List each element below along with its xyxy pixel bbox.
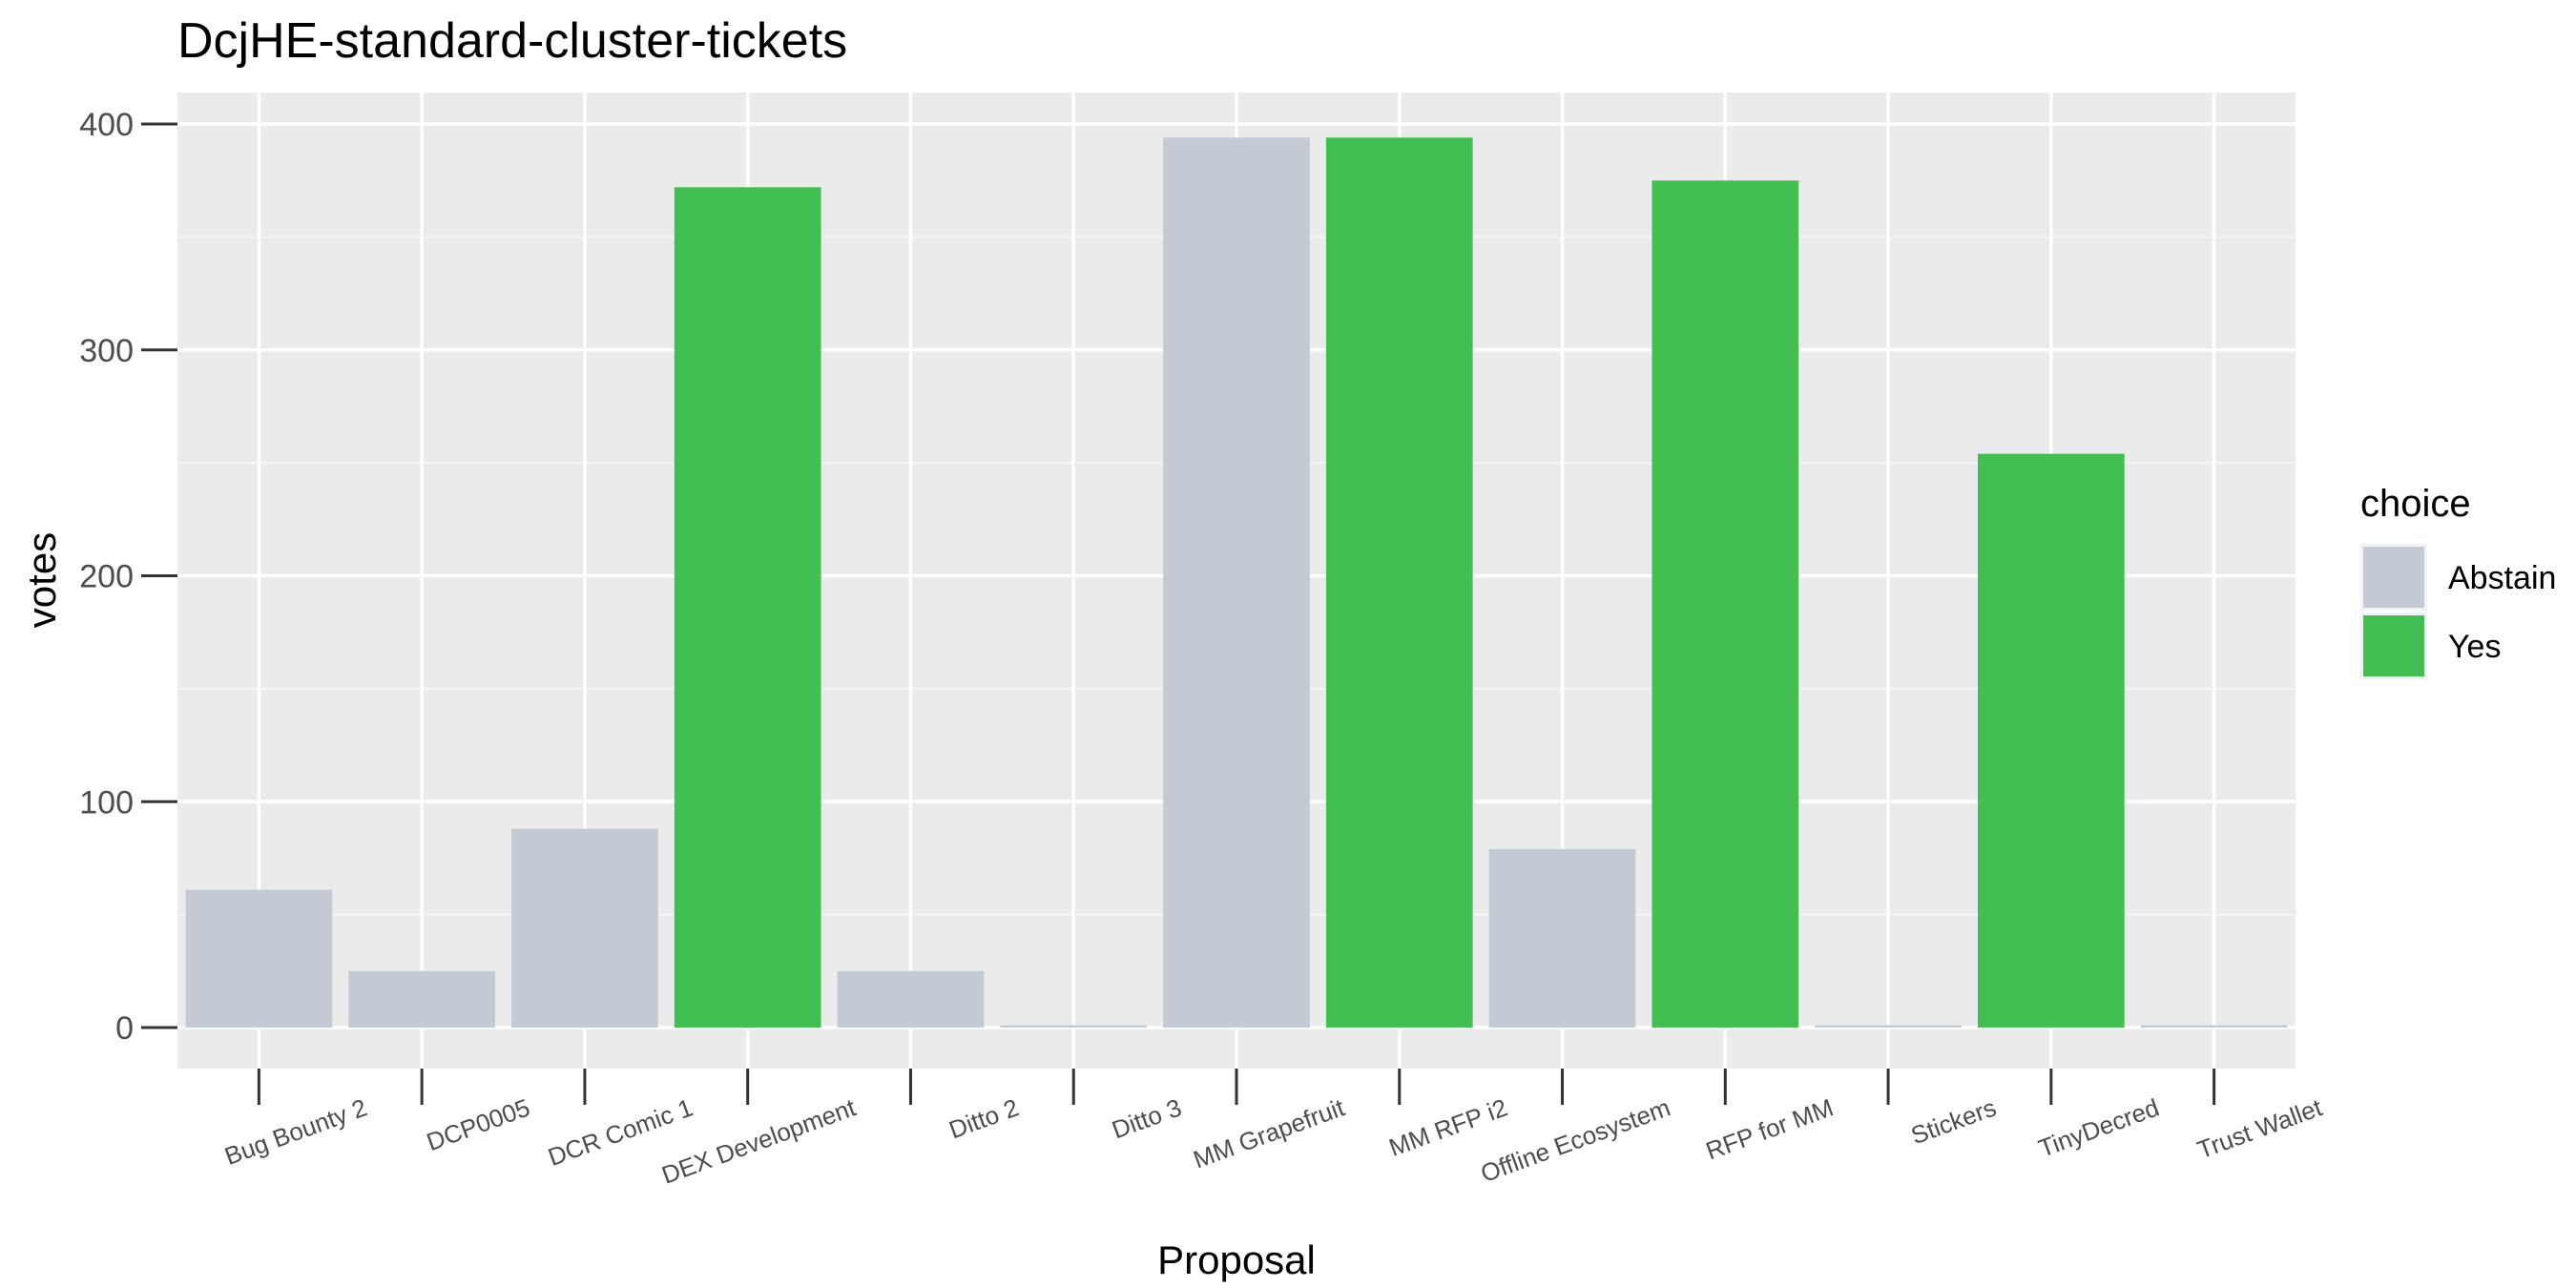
x-tick-label: Ditto 2: [945, 1092, 1023, 1144]
x-tick-label: MM RFP i2: [1385, 1092, 1511, 1161]
bar-dex-development: [674, 187, 821, 1028]
bar-ditto-2: [837, 970, 985, 1028]
x-tick-label: TinyDecred: [2035, 1092, 2163, 1162]
legend-swatch-yes: [2363, 615, 2424, 676]
x-tick-label: Ditto 3: [1108, 1092, 1185, 1144]
bar-mm-grapefruit: [1163, 137, 1310, 1028]
y-tick-label: 400: [79, 107, 134, 143]
y-axis-title: votes: [19, 532, 64, 628]
x-tick-label: Stickers: [1907, 1092, 2000, 1150]
legend: choice Abstain Yes: [2360, 483, 2556, 679]
legend-label-yes: Yes: [2448, 629, 2501, 665]
chart-title: DcjHE-standard-cluster-tickets: [177, 13, 847, 69]
legend-swatch-abstain: [2363, 547, 2424, 608]
bars-group: [185, 137, 2288, 1028]
y-tick-label: 100: [79, 784, 134, 821]
x-tick-label: RFP for MM: [1702, 1092, 1837, 1165]
bar-trust-wallet: [2140, 1025, 2288, 1028]
bar-rfp-for-mm: [1652, 180, 1799, 1028]
bar-offline-ecosystem: [1488, 848, 1636, 1028]
bar-bug-bounty-2: [185, 889, 333, 1028]
legend-title: choice: [2360, 483, 2471, 525]
y-axis: 0 100 200 300 400: [79, 107, 177, 1047]
x-axis-title: Proposal: [1157, 1237, 1316, 1282]
bar-dcp0005: [348, 970, 495, 1028]
x-tick-label: DCP0005: [423, 1092, 533, 1156]
grid-lines: [177, 93, 2296, 1069]
x-tick-label: Bug Bounty 2: [220, 1092, 370, 1171]
bar-dcr-comic-1: [511, 828, 658, 1028]
bar-mm-rfp-i2: [1325, 137, 1473, 1028]
bar-tinydecred: [1978, 453, 2125, 1028]
legend-label-abstain: Abstain: [2448, 560, 2556, 596]
bar-ditto-3: [1000, 1025, 1148, 1028]
y-tick-label: 300: [79, 333, 134, 369]
bar-stickers: [1815, 1025, 1962, 1028]
y-tick-label: 0: [115, 1010, 134, 1047]
x-tick-label: MM Grapefruit: [1190, 1092, 1349, 1174]
y-tick-label: 200: [79, 559, 134, 595]
